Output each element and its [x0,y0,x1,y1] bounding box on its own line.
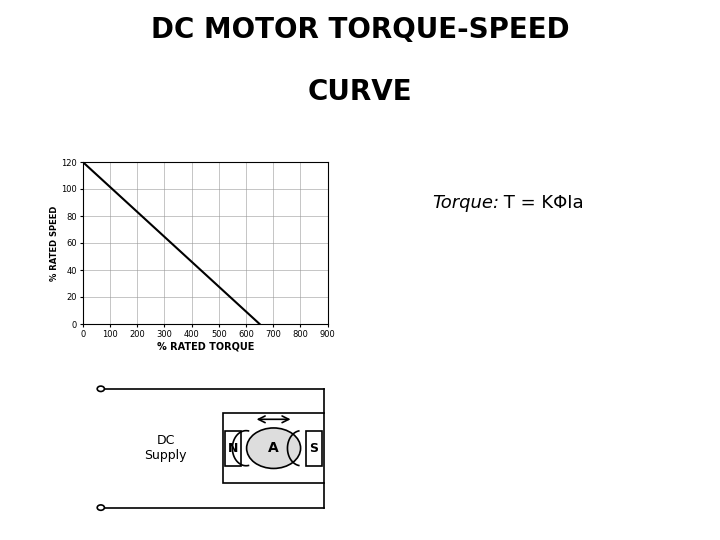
Bar [225,431,241,465]
Bar [306,431,322,465]
X-axis label: % RATED TORQUE: % RATED TORQUE [156,341,254,352]
Text: Torque:: Torque: [432,193,499,212]
Text: S: S [310,442,318,455]
Text: A: A [269,441,279,455]
Circle shape [246,428,301,468]
Text: T = KΦIa: T = KΦIa [498,193,584,212]
Text: N: N [228,442,238,455]
Text: DC MOTOR TORQUE-SPEED: DC MOTOR TORQUE-SPEED [150,16,570,44]
Y-axis label: % RATED SPEED: % RATED SPEED [50,205,59,281]
Text: DC
Supply: DC Supply [144,434,187,462]
Text: CURVE: CURVE [307,78,413,106]
Bar [223,413,324,483]
